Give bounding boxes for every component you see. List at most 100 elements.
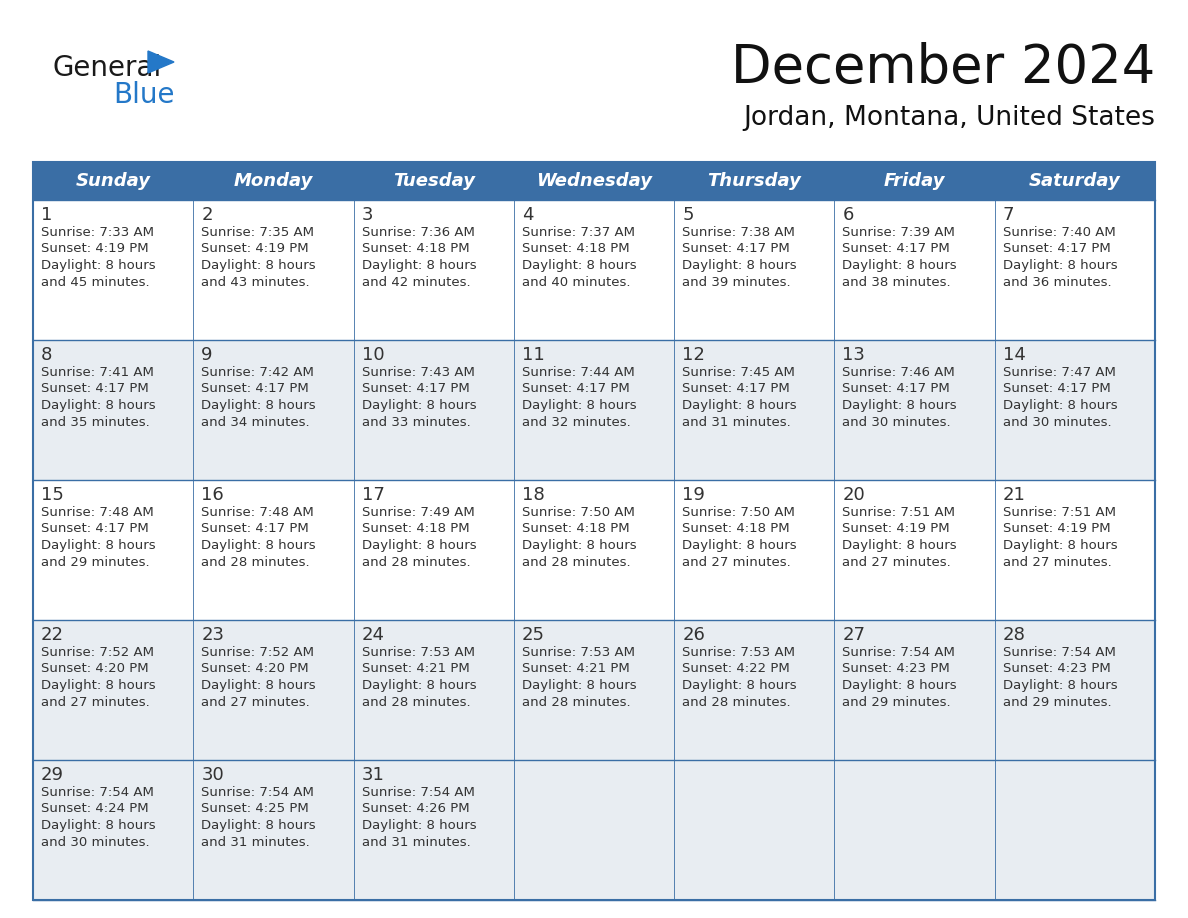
Text: Tuesday: Tuesday: [393, 172, 475, 190]
Bar: [354, 480, 514, 620]
Bar: [994, 480, 1155, 620]
Text: 19: 19: [682, 486, 704, 504]
Bar: [674, 340, 834, 480]
Text: 16: 16: [201, 486, 225, 504]
Text: General: General: [52, 54, 162, 82]
Bar: [514, 200, 674, 340]
Text: Sunrise: 7:37 AM
Sunset: 4:18 PM
Daylight: 8 hours
and 40 minutes.: Sunrise: 7:37 AM Sunset: 4:18 PM Dayligh…: [522, 226, 637, 288]
Bar: [194, 200, 354, 340]
Bar: [834, 480, 994, 620]
Bar: [514, 760, 674, 900]
Bar: [674, 620, 834, 760]
Text: 22: 22: [42, 626, 64, 644]
Bar: [33, 620, 194, 760]
Text: Sunrise: 7:44 AM
Sunset: 4:17 PM
Daylight: 8 hours
and 32 minutes.: Sunrise: 7:44 AM Sunset: 4:17 PM Dayligh…: [522, 366, 637, 429]
Text: Sunrise: 7:48 AM
Sunset: 4:17 PM
Daylight: 8 hours
and 28 minutes.: Sunrise: 7:48 AM Sunset: 4:17 PM Dayligh…: [201, 506, 316, 568]
Bar: [834, 340, 994, 480]
Bar: [834, 760, 994, 900]
Text: Sunrise: 7:50 AM
Sunset: 4:18 PM
Daylight: 8 hours
and 28 minutes.: Sunrise: 7:50 AM Sunset: 4:18 PM Dayligh…: [522, 506, 637, 568]
Text: 18: 18: [522, 486, 544, 504]
Text: 3: 3: [361, 206, 373, 224]
Bar: [354, 620, 514, 760]
Bar: [514, 620, 674, 760]
Bar: [33, 162, 1155, 900]
Text: 29: 29: [42, 766, 64, 784]
Text: 8: 8: [42, 346, 52, 364]
Text: Sunrise: 7:48 AM
Sunset: 4:17 PM
Daylight: 8 hours
and 29 minutes.: Sunrise: 7:48 AM Sunset: 4:17 PM Dayligh…: [42, 506, 156, 568]
Text: 11: 11: [522, 346, 544, 364]
Text: Sunrise: 7:45 AM
Sunset: 4:17 PM
Daylight: 8 hours
and 31 minutes.: Sunrise: 7:45 AM Sunset: 4:17 PM Dayligh…: [682, 366, 797, 429]
Text: Sunrise: 7:54 AM
Sunset: 4:23 PM
Daylight: 8 hours
and 29 minutes.: Sunrise: 7:54 AM Sunset: 4:23 PM Dayligh…: [1003, 646, 1118, 709]
Text: 7: 7: [1003, 206, 1015, 224]
Bar: [33, 480, 194, 620]
Bar: [354, 162, 514, 200]
Text: 28: 28: [1003, 626, 1025, 644]
Text: 10: 10: [361, 346, 384, 364]
Bar: [354, 200, 514, 340]
Text: Sunrise: 7:47 AM
Sunset: 4:17 PM
Daylight: 8 hours
and 30 minutes.: Sunrise: 7:47 AM Sunset: 4:17 PM Dayligh…: [1003, 366, 1118, 429]
Bar: [674, 162, 834, 200]
Text: Sunrise: 7:43 AM
Sunset: 4:17 PM
Daylight: 8 hours
and 33 minutes.: Sunrise: 7:43 AM Sunset: 4:17 PM Dayligh…: [361, 366, 476, 429]
Bar: [994, 200, 1155, 340]
Bar: [194, 480, 354, 620]
Text: 1: 1: [42, 206, 52, 224]
Bar: [674, 480, 834, 620]
Text: 17: 17: [361, 486, 385, 504]
Text: Sunrise: 7:54 AM
Sunset: 4:25 PM
Daylight: 8 hours
and 31 minutes.: Sunrise: 7:54 AM Sunset: 4:25 PM Dayligh…: [201, 786, 316, 848]
Text: Sunrise: 7:38 AM
Sunset: 4:17 PM
Daylight: 8 hours
and 39 minutes.: Sunrise: 7:38 AM Sunset: 4:17 PM Dayligh…: [682, 226, 797, 288]
Bar: [994, 620, 1155, 760]
Text: Sunrise: 7:33 AM
Sunset: 4:19 PM
Daylight: 8 hours
and 45 minutes.: Sunrise: 7:33 AM Sunset: 4:19 PM Dayligh…: [42, 226, 156, 288]
Text: Sunrise: 7:35 AM
Sunset: 4:19 PM
Daylight: 8 hours
and 43 minutes.: Sunrise: 7:35 AM Sunset: 4:19 PM Dayligh…: [201, 226, 316, 288]
Bar: [33, 200, 194, 340]
Text: 15: 15: [42, 486, 64, 504]
Bar: [674, 760, 834, 900]
Text: Friday: Friday: [884, 172, 946, 190]
Bar: [834, 200, 994, 340]
Text: Sunrise: 7:49 AM
Sunset: 4:18 PM
Daylight: 8 hours
and 28 minutes.: Sunrise: 7:49 AM Sunset: 4:18 PM Dayligh…: [361, 506, 476, 568]
Text: Jordan, Montana, United States: Jordan, Montana, United States: [744, 105, 1155, 131]
Text: Wednesday: Wednesday: [536, 172, 652, 190]
Text: 31: 31: [361, 766, 385, 784]
Bar: [33, 760, 194, 900]
Text: 5: 5: [682, 206, 694, 224]
Text: 4: 4: [522, 206, 533, 224]
Polygon shape: [148, 51, 173, 73]
Text: Sunrise: 7:54 AM
Sunset: 4:23 PM
Daylight: 8 hours
and 29 minutes.: Sunrise: 7:54 AM Sunset: 4:23 PM Dayligh…: [842, 646, 958, 709]
Bar: [834, 620, 994, 760]
Text: Sunrise: 7:54 AM
Sunset: 4:24 PM
Daylight: 8 hours
and 30 minutes.: Sunrise: 7:54 AM Sunset: 4:24 PM Dayligh…: [42, 786, 156, 848]
Text: Sunrise: 7:46 AM
Sunset: 4:17 PM
Daylight: 8 hours
and 30 minutes.: Sunrise: 7:46 AM Sunset: 4:17 PM Dayligh…: [842, 366, 958, 429]
Bar: [514, 340, 674, 480]
Text: 12: 12: [682, 346, 704, 364]
Text: 9: 9: [201, 346, 213, 364]
Text: 14: 14: [1003, 346, 1025, 364]
Text: Sunrise: 7:53 AM
Sunset: 4:21 PM
Daylight: 8 hours
and 28 minutes.: Sunrise: 7:53 AM Sunset: 4:21 PM Dayligh…: [522, 646, 637, 709]
Bar: [514, 162, 674, 200]
Text: 13: 13: [842, 346, 865, 364]
Bar: [194, 620, 354, 760]
Bar: [194, 760, 354, 900]
Bar: [354, 340, 514, 480]
Text: December 2024: December 2024: [731, 42, 1155, 94]
Text: Sunrise: 7:52 AM
Sunset: 4:20 PM
Daylight: 8 hours
and 27 minutes.: Sunrise: 7:52 AM Sunset: 4:20 PM Dayligh…: [201, 646, 316, 709]
Text: 30: 30: [201, 766, 225, 784]
Text: 20: 20: [842, 486, 865, 504]
Text: Sunrise: 7:39 AM
Sunset: 4:17 PM
Daylight: 8 hours
and 38 minutes.: Sunrise: 7:39 AM Sunset: 4:17 PM Dayligh…: [842, 226, 958, 288]
Bar: [194, 162, 354, 200]
Bar: [354, 760, 514, 900]
Text: 24: 24: [361, 626, 385, 644]
Text: Sunrise: 7:40 AM
Sunset: 4:17 PM
Daylight: 8 hours
and 36 minutes.: Sunrise: 7:40 AM Sunset: 4:17 PM Dayligh…: [1003, 226, 1118, 288]
Text: Saturday: Saturday: [1029, 172, 1120, 190]
Text: 2: 2: [201, 206, 213, 224]
Bar: [194, 340, 354, 480]
Bar: [994, 760, 1155, 900]
Bar: [994, 340, 1155, 480]
Bar: [994, 162, 1155, 200]
Text: 26: 26: [682, 626, 704, 644]
Text: Blue: Blue: [113, 81, 175, 109]
Text: Sunrise: 7:51 AM
Sunset: 4:19 PM
Daylight: 8 hours
and 27 minutes.: Sunrise: 7:51 AM Sunset: 4:19 PM Dayligh…: [1003, 506, 1118, 568]
Text: Thursday: Thursday: [707, 172, 801, 190]
Text: Monday: Monday: [234, 172, 314, 190]
Text: Sunrise: 7:52 AM
Sunset: 4:20 PM
Daylight: 8 hours
and 27 minutes.: Sunrise: 7:52 AM Sunset: 4:20 PM Dayligh…: [42, 646, 156, 709]
Text: 21: 21: [1003, 486, 1025, 504]
Text: Sunday: Sunday: [76, 172, 151, 190]
